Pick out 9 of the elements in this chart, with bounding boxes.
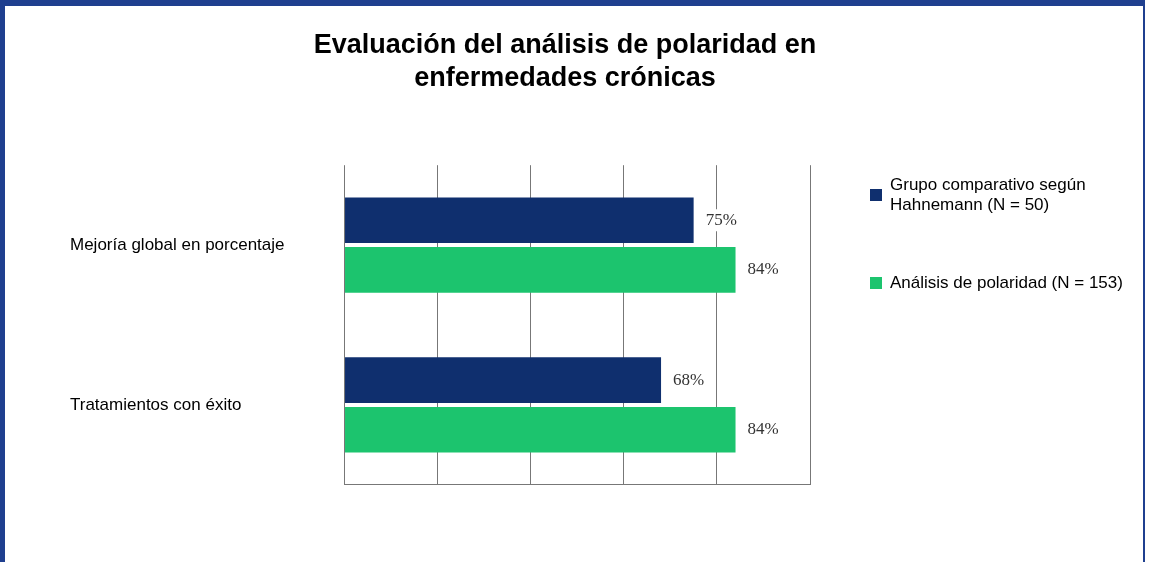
data-label: 75%	[705, 209, 737, 229]
y-tick-label: Mejoría global en porcentaje	[70, 234, 285, 254]
legend-label: Grupo comparativo según Hahnemann (N = 50)	[890, 175, 1087, 215]
legend-label: Análisis de polaridad (N = 153)	[890, 273, 1123, 293]
data-label: 68%	[673, 369, 705, 389]
data-label: 84%	[747, 419, 779, 439]
chart-title: Evaluación del análisis de polaridad en enfermedades crónicas	[312, 28, 818, 94]
y-tick-label: Tratamientos con éxito	[70, 394, 242, 414]
data-label: 84%	[747, 259, 779, 279]
